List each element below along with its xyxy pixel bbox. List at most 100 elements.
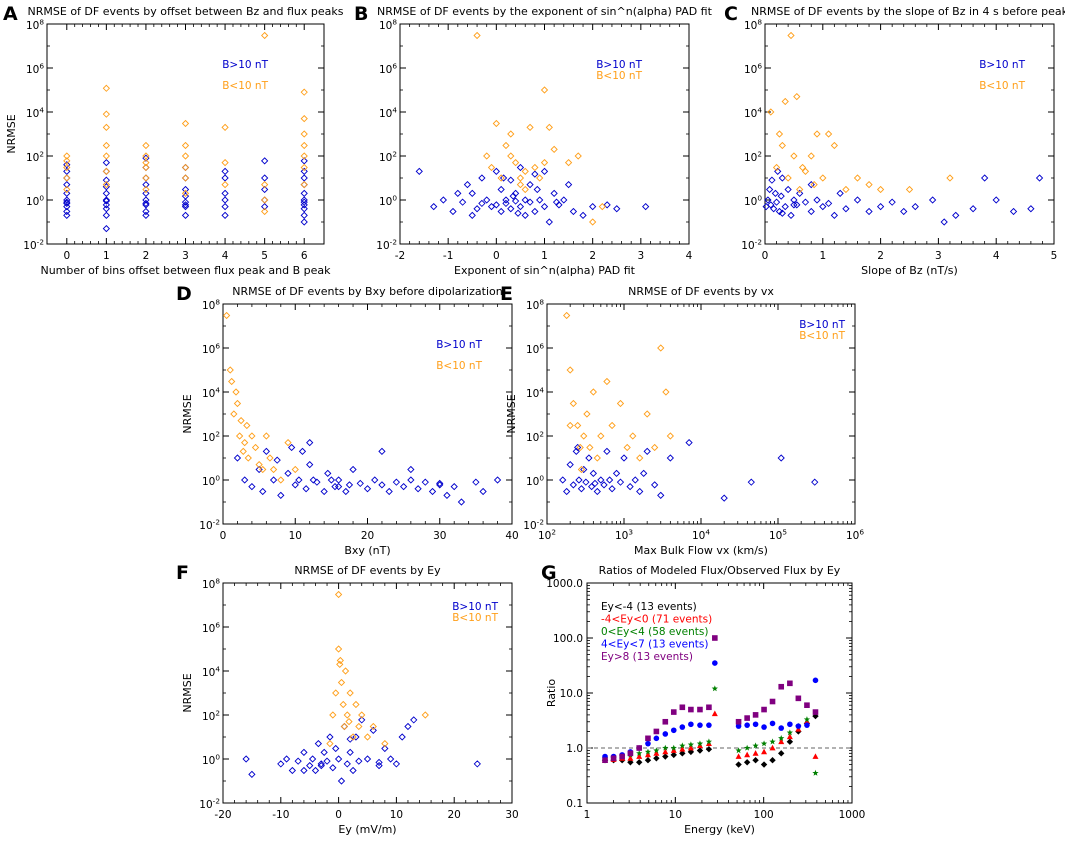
data-point-b-lt-10	[842, 185, 850, 194]
data-point-b-gt-10	[241, 476, 249, 484]
data-point-b-gt-10	[502, 196, 510, 204]
data-point-b-gt-10	[334, 476, 343, 484]
panel-g: G Ratios of Modeled Flux/Observed Flux by…	[541, 562, 865, 836]
data-point-b-gt-10	[720, 494, 728, 502]
data-point-b-gt-10	[415, 167, 423, 176]
data-point-b-gt-10	[900, 207, 908, 216]
x-tick-label: 100	[754, 809, 774, 821]
data-point-b-lt-10	[334, 590, 343, 599]
data-point-square	[697, 706, 703, 713]
data-point-b-gt-10	[764, 196, 772, 204]
x-tick-label: -2	[395, 250, 405, 262]
data-point-b-gt-10	[302, 485, 310, 493]
data-point-b-gt-10	[593, 487, 601, 496]
y-tick-label: 100	[744, 193, 762, 208]
data-point-b-gt-10	[343, 760, 351, 768]
data-point-b-gt-10	[102, 197, 110, 205]
data-point-square	[778, 683, 785, 690]
data-point-b-lt-10	[241, 438, 249, 447]
data-point-b-gt-10	[332, 744, 340, 753]
x-tick-label: 2	[877, 250, 884, 262]
panel-letter: G	[541, 562, 557, 584]
data-point-b-lt-10	[181, 152, 190, 160]
data-point-b-gt-10	[142, 199, 150, 208]
data-point-b-gt-10	[358, 716, 366, 724]
data-point-b-gt-10	[300, 174, 308, 182]
x-tick-label: 10	[289, 530, 302, 542]
data-point-b-gt-10	[363, 485, 372, 493]
data-point-triangle	[644, 751, 651, 758]
data-point-b-gt-10	[563, 487, 571, 496]
data-point-b-gt-10	[309, 476, 317, 484]
data-point-b-gt-10	[642, 202, 650, 211]
data-point-b-lt-10	[545, 123, 553, 132]
data-point-b-gt-10	[613, 205, 621, 213]
data-point-b-gt-10	[392, 760, 401, 768]
y-tick-label: 10.0	[560, 688, 583, 700]
legend-entry: B>10 nT	[452, 601, 498, 613]
panel-letter: F	[176, 562, 189, 584]
data-point-b-gt-10	[181, 163, 190, 172]
x-tick-label: 105	[769, 527, 787, 542]
data-point-b-gt-10	[404, 722, 412, 731]
x-axis-label: Number of bins offset between flux peak …	[40, 264, 331, 277]
data-point-b-gt-10	[790, 196, 798, 204]
data-point-b-gt-10	[277, 491, 285, 500]
data-point-triangle	[636, 753, 643, 759]
data-point-b-lt-10	[598, 202, 606, 211]
data-point-b-lt-10	[531, 163, 539, 172]
data-point-b-gt-10	[507, 205, 515, 213]
x-tick-label: 0	[220, 530, 227, 542]
data-point-circle	[670, 727, 677, 734]
data-point-square	[602, 757, 608, 764]
data-point-diamond	[662, 753, 669, 760]
data-point-b-gt-10	[399, 482, 408, 491]
data-point-b-gt-10	[526, 180, 534, 189]
data-point-b-lt-10	[102, 141, 110, 150]
data-point-b-lt-10	[381, 739, 389, 748]
data-point-b-gt-10	[589, 469, 597, 478]
data-point-b-lt-10	[63, 152, 71, 160]
data-point-b-lt-10	[793, 92, 801, 101]
data-point-b-gt-10	[765, 185, 774, 194]
data-point-b-gt-10	[521, 211, 529, 220]
data-point-b-gt-10	[346, 748, 354, 757]
panel-f: F NRMSE of DF events by Ey -20 -10 0 10 20 30 10…	[176, 562, 519, 836]
data-point-b-gt-10	[533, 185, 541, 194]
data-point-b-gt-10	[300, 189, 308, 198]
data-point-b-gt-10	[421, 478, 429, 486]
data-point-b-lt-10	[332, 689, 340, 697]
data-point-b-gt-10	[381, 744, 389, 753]
data-point-b-lt-10	[421, 711, 429, 719]
data-point-triangle	[752, 750, 759, 756]
data-point-b-gt-10	[819, 202, 827, 211]
x-tick-label: 20	[361, 530, 374, 542]
data-point-b-lt-10	[251, 443, 260, 452]
data-point-b-gt-10	[63, 174, 71, 182]
data-point-square	[670, 709, 677, 715]
data-point-b-gt-10	[407, 476, 415, 484]
data-point-b-gt-10	[63, 211, 71, 220]
data-point-b-lt-10	[593, 454, 601, 462]
data-point-b-gt-10	[63, 202, 71, 211]
data-point-circle	[744, 722, 750, 728]
x-axis-label: Slope of Bz (nT/s)	[861, 264, 958, 277]
data-point-b-lt-10	[261, 196, 269, 204]
data-point-b-lt-10	[830, 141, 838, 150]
data-point-circle	[662, 731, 669, 737]
data-point-b-gt-10	[516, 163, 525, 172]
data-point-b-gt-10	[787, 211, 795, 220]
data-point-circle	[706, 722, 712, 728]
data-point-star	[705, 738, 713, 745]
data-point-b-gt-10	[181, 185, 190, 194]
data-point-b-gt-10	[386, 755, 395, 763]
x-tick-label: -10	[272, 809, 289, 821]
data-point-b-lt-10	[181, 174, 190, 182]
x-tick-label: 5	[261, 250, 268, 262]
legend-entry: -4<Ey<0 (71 events)	[601, 614, 712, 626]
data-point-b-gt-10	[261, 202, 269, 211]
legend: B>10 nTB<10 nT	[596, 59, 642, 82]
data-point-b-lt-10	[526, 123, 534, 132]
data-point-b-lt-10	[492, 119, 500, 128]
data-point-star	[636, 750, 643, 756]
